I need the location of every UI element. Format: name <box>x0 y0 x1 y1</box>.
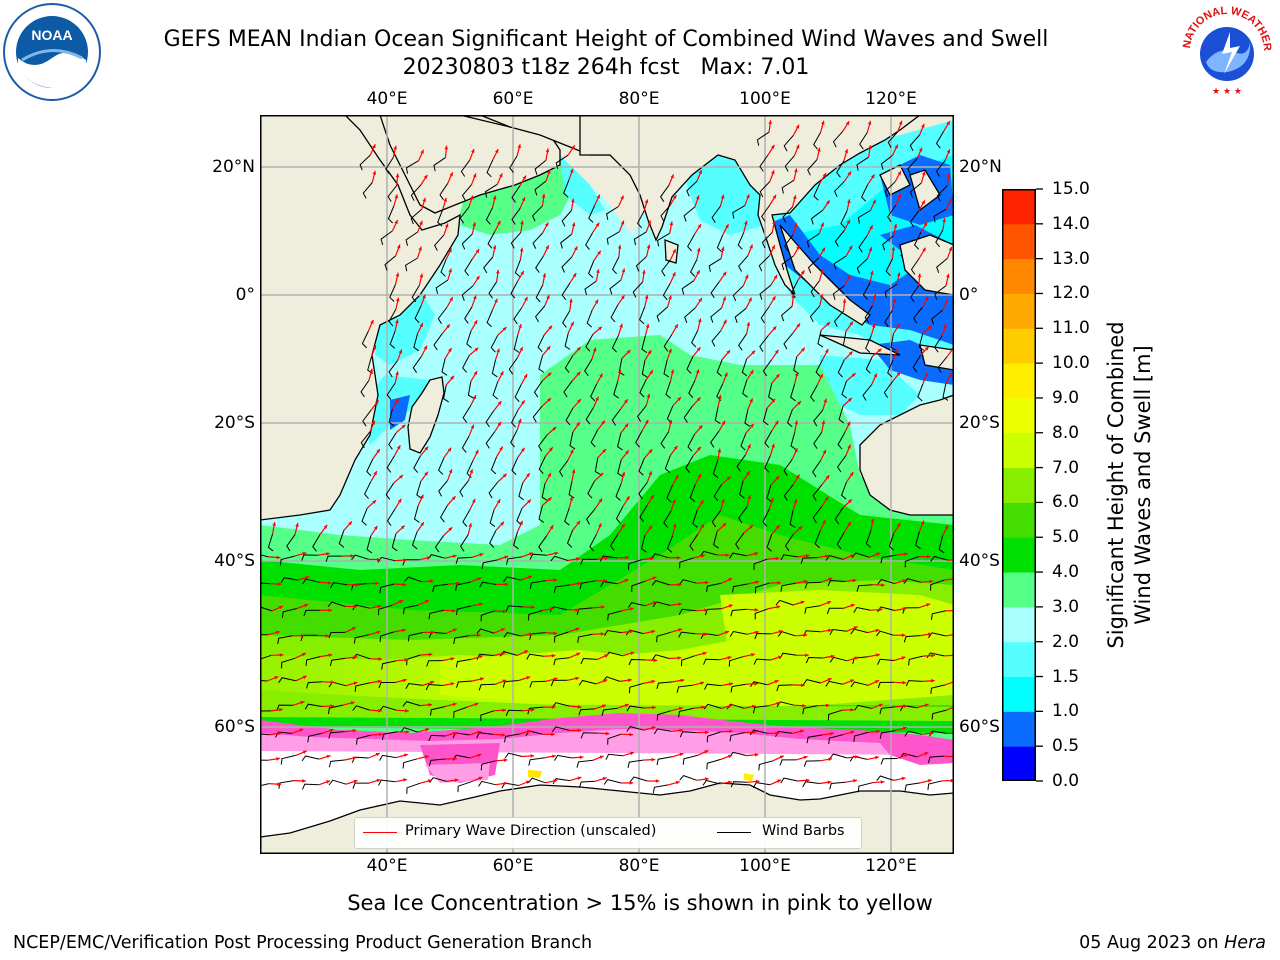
colorbar-label-12: 10.0 <box>1052 353 1090 374</box>
colorbar-label-3: 1.5 <box>1052 666 1080 687</box>
svg-text:★ ★ ★: ★ ★ ★ <box>1212 87 1242 97</box>
nws-logo-icon: NATIONAL WEATHER SERVICE ★ ★ ★ <box>1178 2 1274 98</box>
map-legend: Primary Wave Direction (unscaled) Wind B… <box>354 817 862 849</box>
tick-lat-right-0: 20°N <box>959 157 1002 177</box>
tick-lat-left-0: 20°N <box>212 157 255 177</box>
colorbar-step-2 <box>1002 676 1036 712</box>
tick-lon-top-0: 40°E <box>366 89 408 109</box>
colorbar-label-4: 2.0 <box>1052 631 1080 652</box>
chart-title: GEFS MEAN Indian Ocean Significant Heigh… <box>163 27 1049 52</box>
footer-branch: NCEP/EMC/Verification Post Processing Pr… <box>13 933 593 953</box>
india-land <box>579 115 922 296</box>
tick-lon-top-2: 80°E <box>618 89 660 109</box>
tick-lon-top-4: 120°E <box>865 89 917 109</box>
colorbar-label-13: 11.0 <box>1052 318 1090 339</box>
tick-lon-bottom-2: 80°E <box>618 856 660 876</box>
colorbar-step-15 <box>1002 223 1036 260</box>
tick-lat-right-1: 0° <box>959 285 979 305</box>
footer-machine: Hera <box>1224 933 1266 953</box>
footer-date: 05 Aug 2023 on Hera <box>1079 933 1266 953</box>
noaa-logo-text: NOAA <box>31 27 72 43</box>
continents <box>260 115 954 521</box>
wind-barbs-label: Wind Barbs <box>762 823 845 839</box>
wave-direction-layer <box>266 120 954 787</box>
tick-lon-bottom-0: 40°E <box>366 856 408 876</box>
colorbar-step-7 <box>1002 502 1036 538</box>
colorbar-label-2: 1.0 <box>1052 701 1080 722</box>
colorbar-title: Significant Height of Combined Wind Wave… <box>1103 321 1157 648</box>
colorbar-step-10 <box>1002 397 1036 434</box>
sea-ice-note: Sea Ice Concentration > 15% is shown in … <box>347 891 933 915</box>
chart-subtitle: 20230803 t18z 264h fcst Max: 7.01 <box>402 55 810 80</box>
colorbar-label-16: 14.0 <box>1052 213 1090 234</box>
colorbar-label-14: 12.0 <box>1052 283 1090 304</box>
colorbar-step-14 <box>1002 258 1036 294</box>
colorbar-step-5 <box>1002 572 1036 608</box>
colorbar-step-4 <box>1002 606 1036 643</box>
colorbar-step-6 <box>1002 537 1036 573</box>
colorbar-step-12 <box>1002 328 1036 364</box>
tick-lat-right-3: 40°S <box>959 551 1000 571</box>
colorbar-step-0 <box>1002 746 1036 781</box>
wind-barbs-layer <box>260 130 949 794</box>
tick-lon-top-1: 60°E <box>492 89 534 109</box>
colorbar-label-5: 3.0 <box>1052 596 1080 617</box>
noaa-logo-icon: NOAA <box>3 3 101 101</box>
australia-land <box>859 394 954 516</box>
wave-height-map <box>260 115 954 854</box>
colorbar-step-9 <box>1002 432 1036 469</box>
wave-direction-label: Primary Wave Direction (unscaled) <box>405 823 657 839</box>
colorbar-title-line1: Significant Height of Combined <box>1104 321 1128 649</box>
wave-direction-swatch <box>363 832 397 833</box>
tick-lat-right-4: 60°S <box>959 717 1000 737</box>
colorbar-label-17: 15.0 <box>1052 179 1090 199</box>
colorbar-label-0: 0.0 <box>1052 771 1080 791</box>
colorbar-step-3 <box>1002 641 1036 678</box>
colorbar-label-9: 7.0 <box>1052 457 1080 478</box>
map-frame <box>260 115 954 854</box>
colorbar-label-15: 13.0 <box>1052 248 1090 269</box>
colorbar-step-11 <box>1002 363 1036 399</box>
tick-lat-left-1: 0° <box>235 285 255 305</box>
tick-lat-left-2: 20°S <box>214 413 255 433</box>
colorbar-label-11: 9.0 <box>1052 387 1080 408</box>
tick-lat-left-4: 60°S <box>214 717 255 737</box>
tick-lon-top-3: 100°E <box>739 89 791 109</box>
colorbar-label-7: 5.0 <box>1052 527 1080 548</box>
tick-lon-bottom-1: 60°E <box>492 856 534 876</box>
wind-barbs-swatch <box>717 832 751 833</box>
colorbar-label-10: 8.0 <box>1052 422 1080 443</box>
colorbar-label-6: 4.0 <box>1052 562 1080 583</box>
colorbar-title-line2: Wind Waves and Swell [m] <box>1131 345 1155 625</box>
colorbar-step-1 <box>1002 711 1036 747</box>
colorbar-step-13 <box>1002 293 1036 329</box>
tick-lat-left-3: 40°S <box>214 551 255 571</box>
colorbar-label-1: 0.5 <box>1052 736 1080 757</box>
tick-lon-bottom-3: 100°E <box>739 856 791 876</box>
tick-lon-bottom-4: 120°E <box>865 856 917 876</box>
madagascar-land <box>407 376 445 454</box>
colorbar-step-8 <box>1002 467 1036 503</box>
tick-lat-right-2: 20°S <box>959 413 1000 433</box>
colorbar <box>1002 189 1036 781</box>
colorbar-step-16 <box>1002 189 1036 225</box>
colorbar-label-8: 6.0 <box>1052 492 1080 513</box>
